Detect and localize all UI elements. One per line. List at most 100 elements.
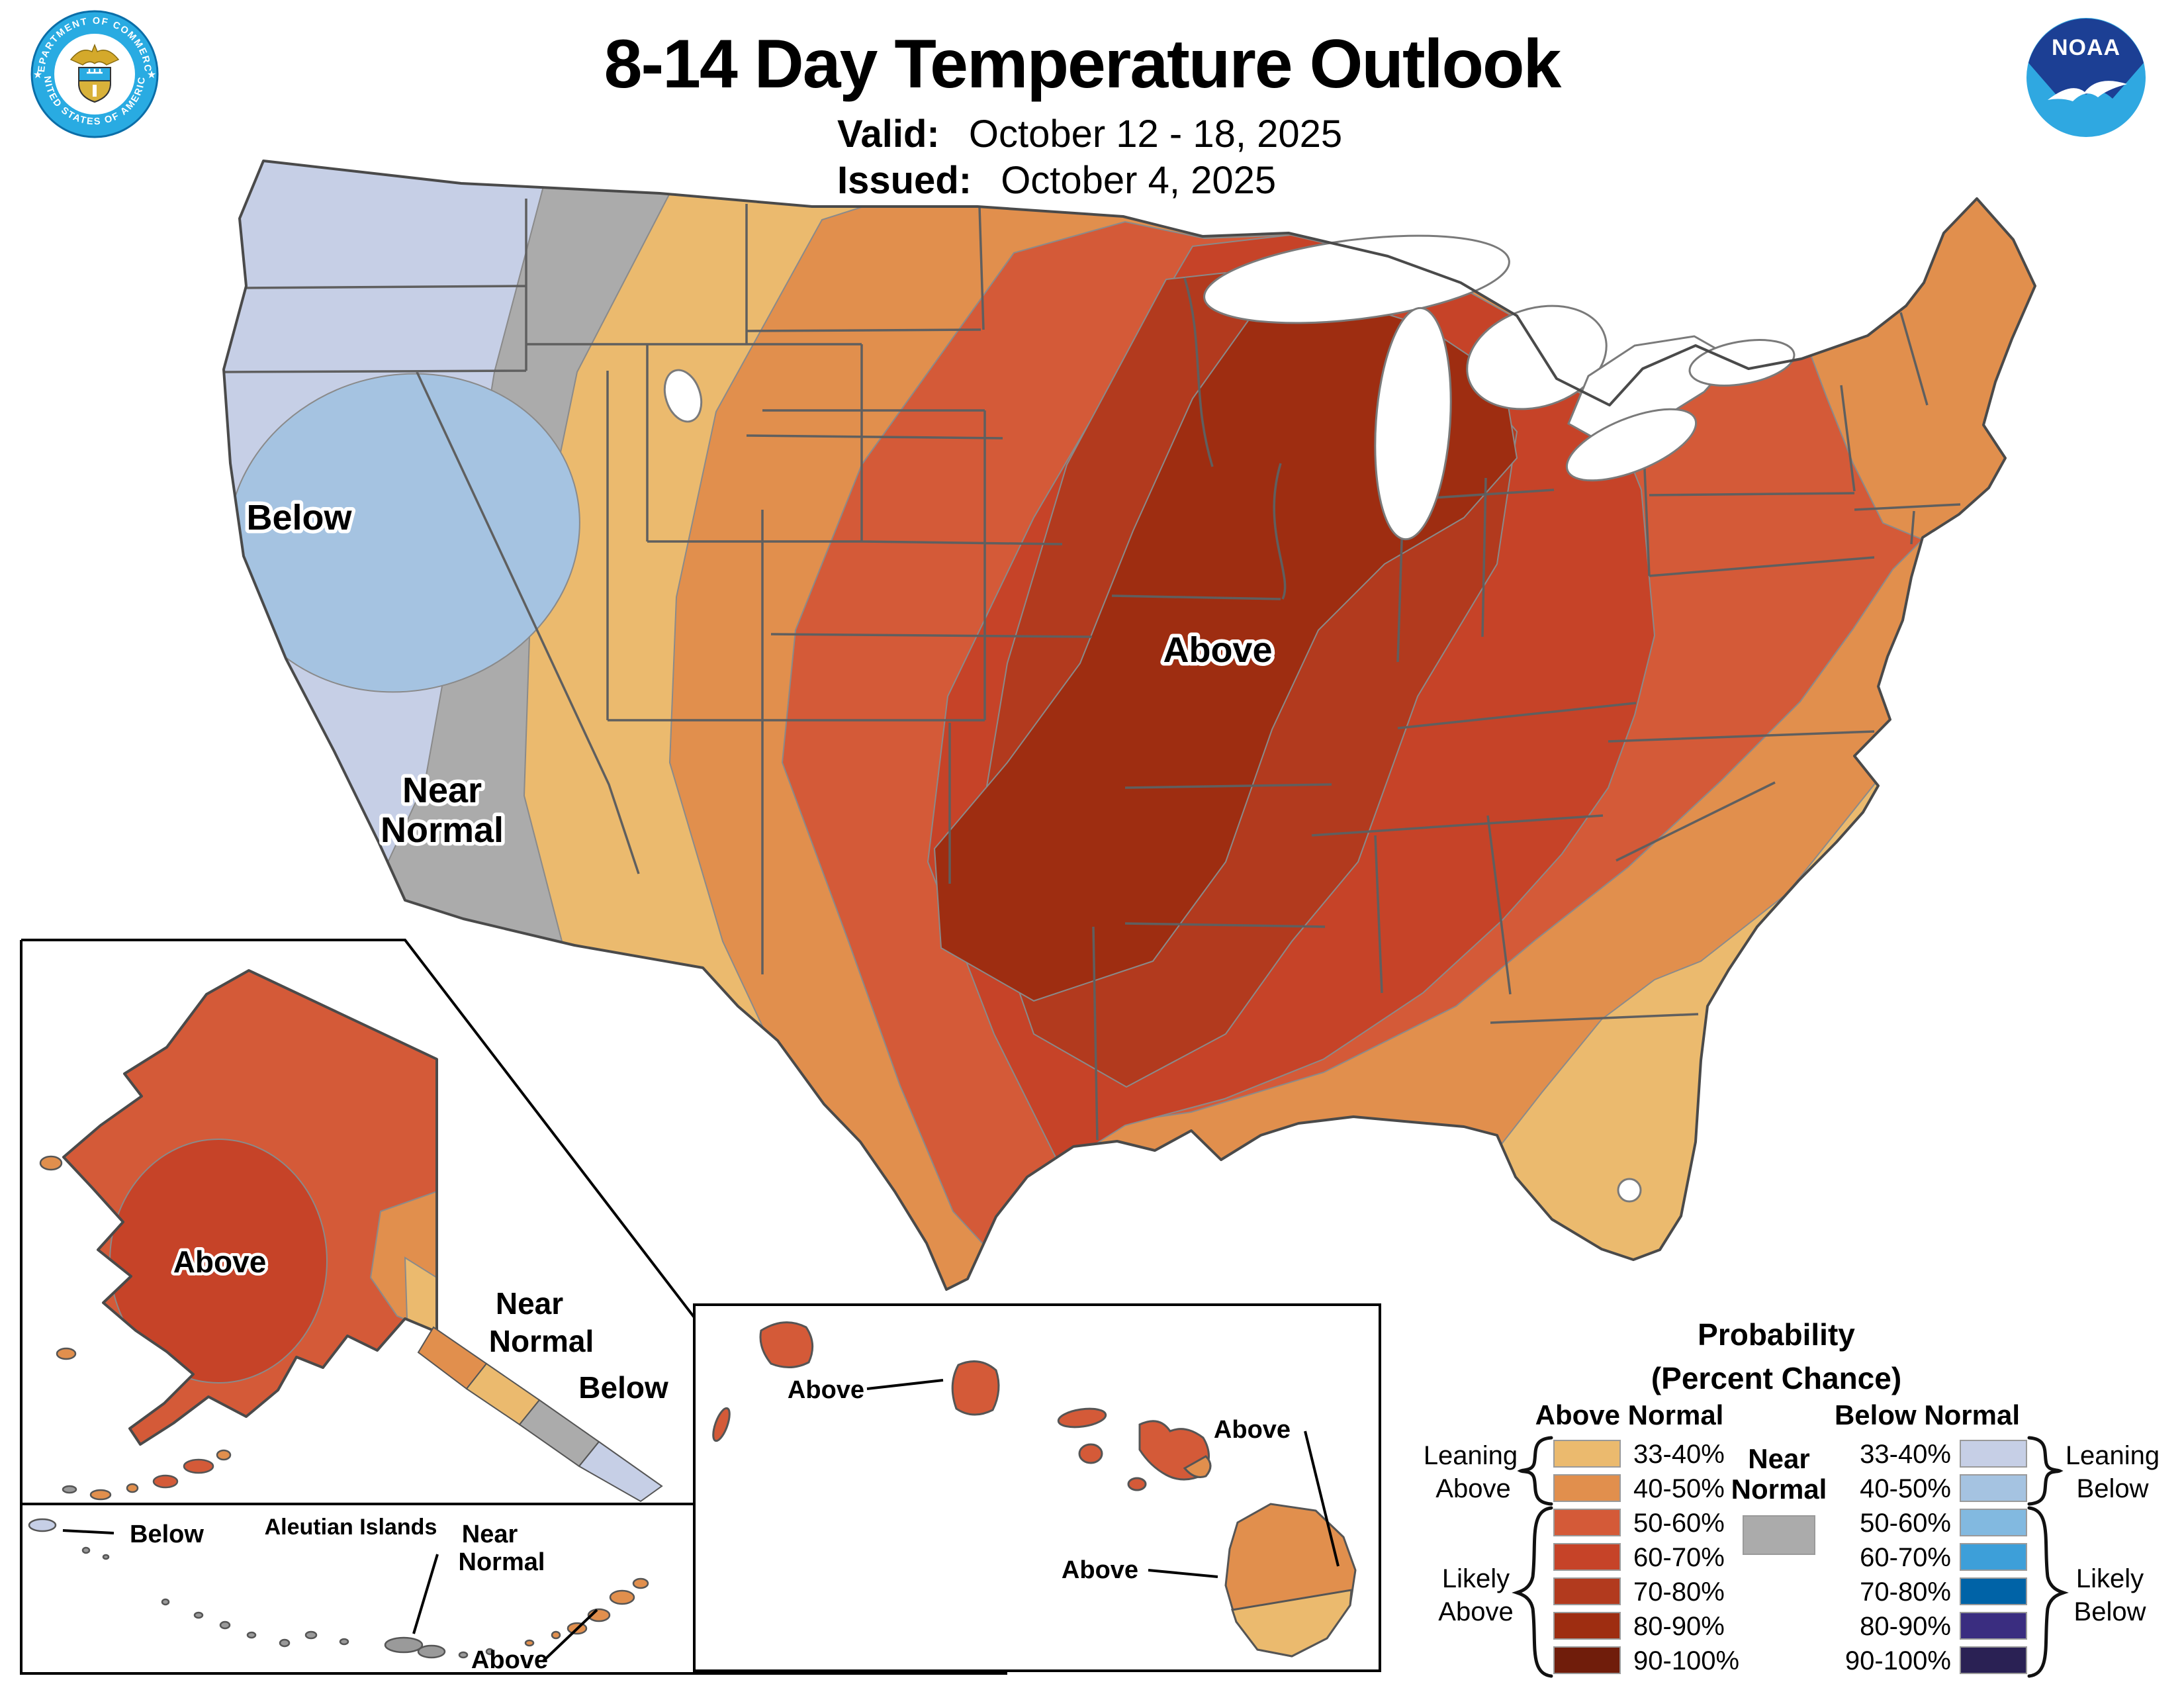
above-range-80-90: 80-90%	[1633, 1612, 1725, 1641]
island	[524, 1639, 535, 1647]
island	[183, 1458, 214, 1474]
likely-above-2: Above	[1438, 1597, 1513, 1626]
likely-below-1: Likely	[2076, 1564, 2144, 1593]
above-range-90-100: 90-100%	[1633, 1646, 1739, 1675]
above-swatch-70-80	[1553, 1577, 1621, 1605]
conus-near-label-2: Normal	[381, 810, 504, 850]
island-maui-tip	[1183, 1455, 1212, 1478]
above-swatch-33-40	[1553, 1440, 1621, 1468]
island	[458, 1651, 469, 1659]
lake-michigan	[1374, 306, 1452, 541]
valid-label: Valid:	[837, 113, 940, 156]
below-swatch-50-60	[1960, 1509, 2027, 1536]
island-oahu	[951, 1360, 1000, 1416]
aleutian-near-label-1: Near	[462, 1521, 518, 1548]
island	[304, 1630, 318, 1640]
brace-likely-below	[2027, 1506, 2069, 1678]
aleutian-above-label: Above	[471, 1646, 548, 1674]
above-range-40-50: 40-50%	[1633, 1474, 1725, 1503]
legend-row: 80-90% 80-90%	[1553, 1612, 2027, 1641]
legend-below-header: Below Normal	[1835, 1399, 2020, 1430]
below-swatch-90-100	[1960, 1646, 2027, 1674]
island	[161, 1598, 170, 1606]
issued-label: Issued:	[837, 159, 972, 202]
island-niihau	[712, 1407, 731, 1442]
brace-leaning-below	[2027, 1436, 2064, 1506]
page-title: 8-14 Day Temperature Outlook	[604, 26, 1562, 103]
hawaii-inset: Above Above Above	[693, 1303, 1381, 1672]
below-swatch-40-50	[1960, 1474, 2027, 1502]
conus-near-label-1: Near	[402, 771, 482, 810]
leaning-below-1: Leaning	[2066, 1441, 2160, 1470]
near-normal-swatch	[1743, 1515, 1815, 1555]
island	[102, 1554, 110, 1560]
above-swatch-90-100	[1553, 1646, 1621, 1674]
hawaii-islands-group	[712, 1321, 1357, 1658]
alaska-outline	[62, 969, 438, 1446]
legend-title-2: (Percent Chance)	[1651, 1361, 1901, 1395]
lake-superior	[1203, 234, 1510, 324]
panhandle-blue	[578, 1440, 663, 1503]
legend-title-1: Probability	[1698, 1317, 1855, 1352]
below-swatch-33-40	[1960, 1440, 2027, 1468]
below-range-33-40: 33-40%	[1860, 1440, 1951, 1469]
legend-row: 33-40% 33-40%	[1553, 1440, 2027, 1469]
alaska-inset: Above Near Normal Below	[20, 939, 839, 1505]
hawaii-above3-leader	[1148, 1569, 1218, 1578]
aleutian-below-leader	[62, 1529, 114, 1534]
island	[62, 1485, 77, 1494]
legend-row: 50-60% 50-60%	[1553, 1509, 2027, 1538]
above-swatch-50-60	[1553, 1509, 1621, 1536]
island-above	[632, 1577, 649, 1589]
above-range-33-40: 33-40%	[1633, 1440, 1725, 1469]
noaa-logo: NOAA	[2026, 18, 2146, 137]
alaska-below-label: Below	[578, 1370, 668, 1405]
island-near-normal	[384, 1636, 424, 1654]
valid-line: Valid: October 12 - 18, 2025	[837, 113, 1342, 156]
hawaii-above2-label: Above	[1214, 1416, 1291, 1444]
header: 8-14 Day Temperature Outlook Valid: Octo…	[604, 26, 1563, 202]
above-range-50-60: 50-60%	[1633, 1509, 1725, 1538]
island	[219, 1620, 231, 1630]
below-swatch-60-70	[1960, 1543, 2027, 1571]
legend-row: 40-50% 40-50%	[1553, 1474, 2027, 1503]
below-range-40-50: 40-50%	[1860, 1474, 1951, 1503]
conus-below-label: Below	[246, 498, 352, 538]
likely-below-2: Below	[2074, 1597, 2146, 1626]
lake-ontario	[1688, 339, 1796, 387]
island	[339, 1638, 349, 1646]
island	[246, 1631, 257, 1639]
alaska-peninsula-islands	[62, 1449, 232, 1501]
noaa-text: NOAA	[2052, 35, 2120, 60]
legend-rows: 33-40% 33-40% 40-50% 40-50% 50-60% 50-60…	[1553, 1440, 2027, 1675]
alaska-island	[56, 1347, 77, 1360]
island	[279, 1638, 291, 1648]
lake-okeechobee	[1617, 1178, 1642, 1203]
issued-value: October 4, 2025	[1001, 159, 1276, 202]
below-range-70-80: 70-80%	[1860, 1577, 1951, 1607]
alaska-panhandle	[417, 1326, 663, 1503]
alaska-island	[39, 1155, 63, 1171]
legend-row: 70-80% 70-80%	[1553, 1577, 2027, 1607]
above-swatch-40-50	[1553, 1474, 1621, 1502]
aleutian-below-label: Below	[130, 1521, 204, 1548]
below-swatch-70-80	[1960, 1577, 2027, 1605]
brace-leaning-above	[1517, 1436, 1553, 1506]
below-range-90-100: 90-100%	[1845, 1646, 1951, 1675]
hawaii-above1-label: Above	[788, 1376, 864, 1404]
doc-seal-ship-icon	[87, 69, 103, 74]
above-swatch-80-90	[1553, 1612, 1621, 1640]
island	[485, 1648, 494, 1656]
island-hawaii-tan	[1231, 1589, 1353, 1658]
below-range-80-90: 80-90%	[1860, 1612, 1951, 1641]
legend-above-header: Above Normal	[1535, 1399, 1724, 1430]
alaska-near-label-2: Normal	[489, 1324, 594, 1358]
island	[126, 1483, 139, 1493]
legend-row: 60-70% 60-70%	[1553, 1543, 2027, 1572]
doc-seal-lighthouse-icon	[93, 85, 97, 97]
brace-likely-above	[1512, 1506, 1553, 1678]
lake-huron	[1466, 305, 1608, 410]
island-lanai	[1078, 1443, 1103, 1464]
